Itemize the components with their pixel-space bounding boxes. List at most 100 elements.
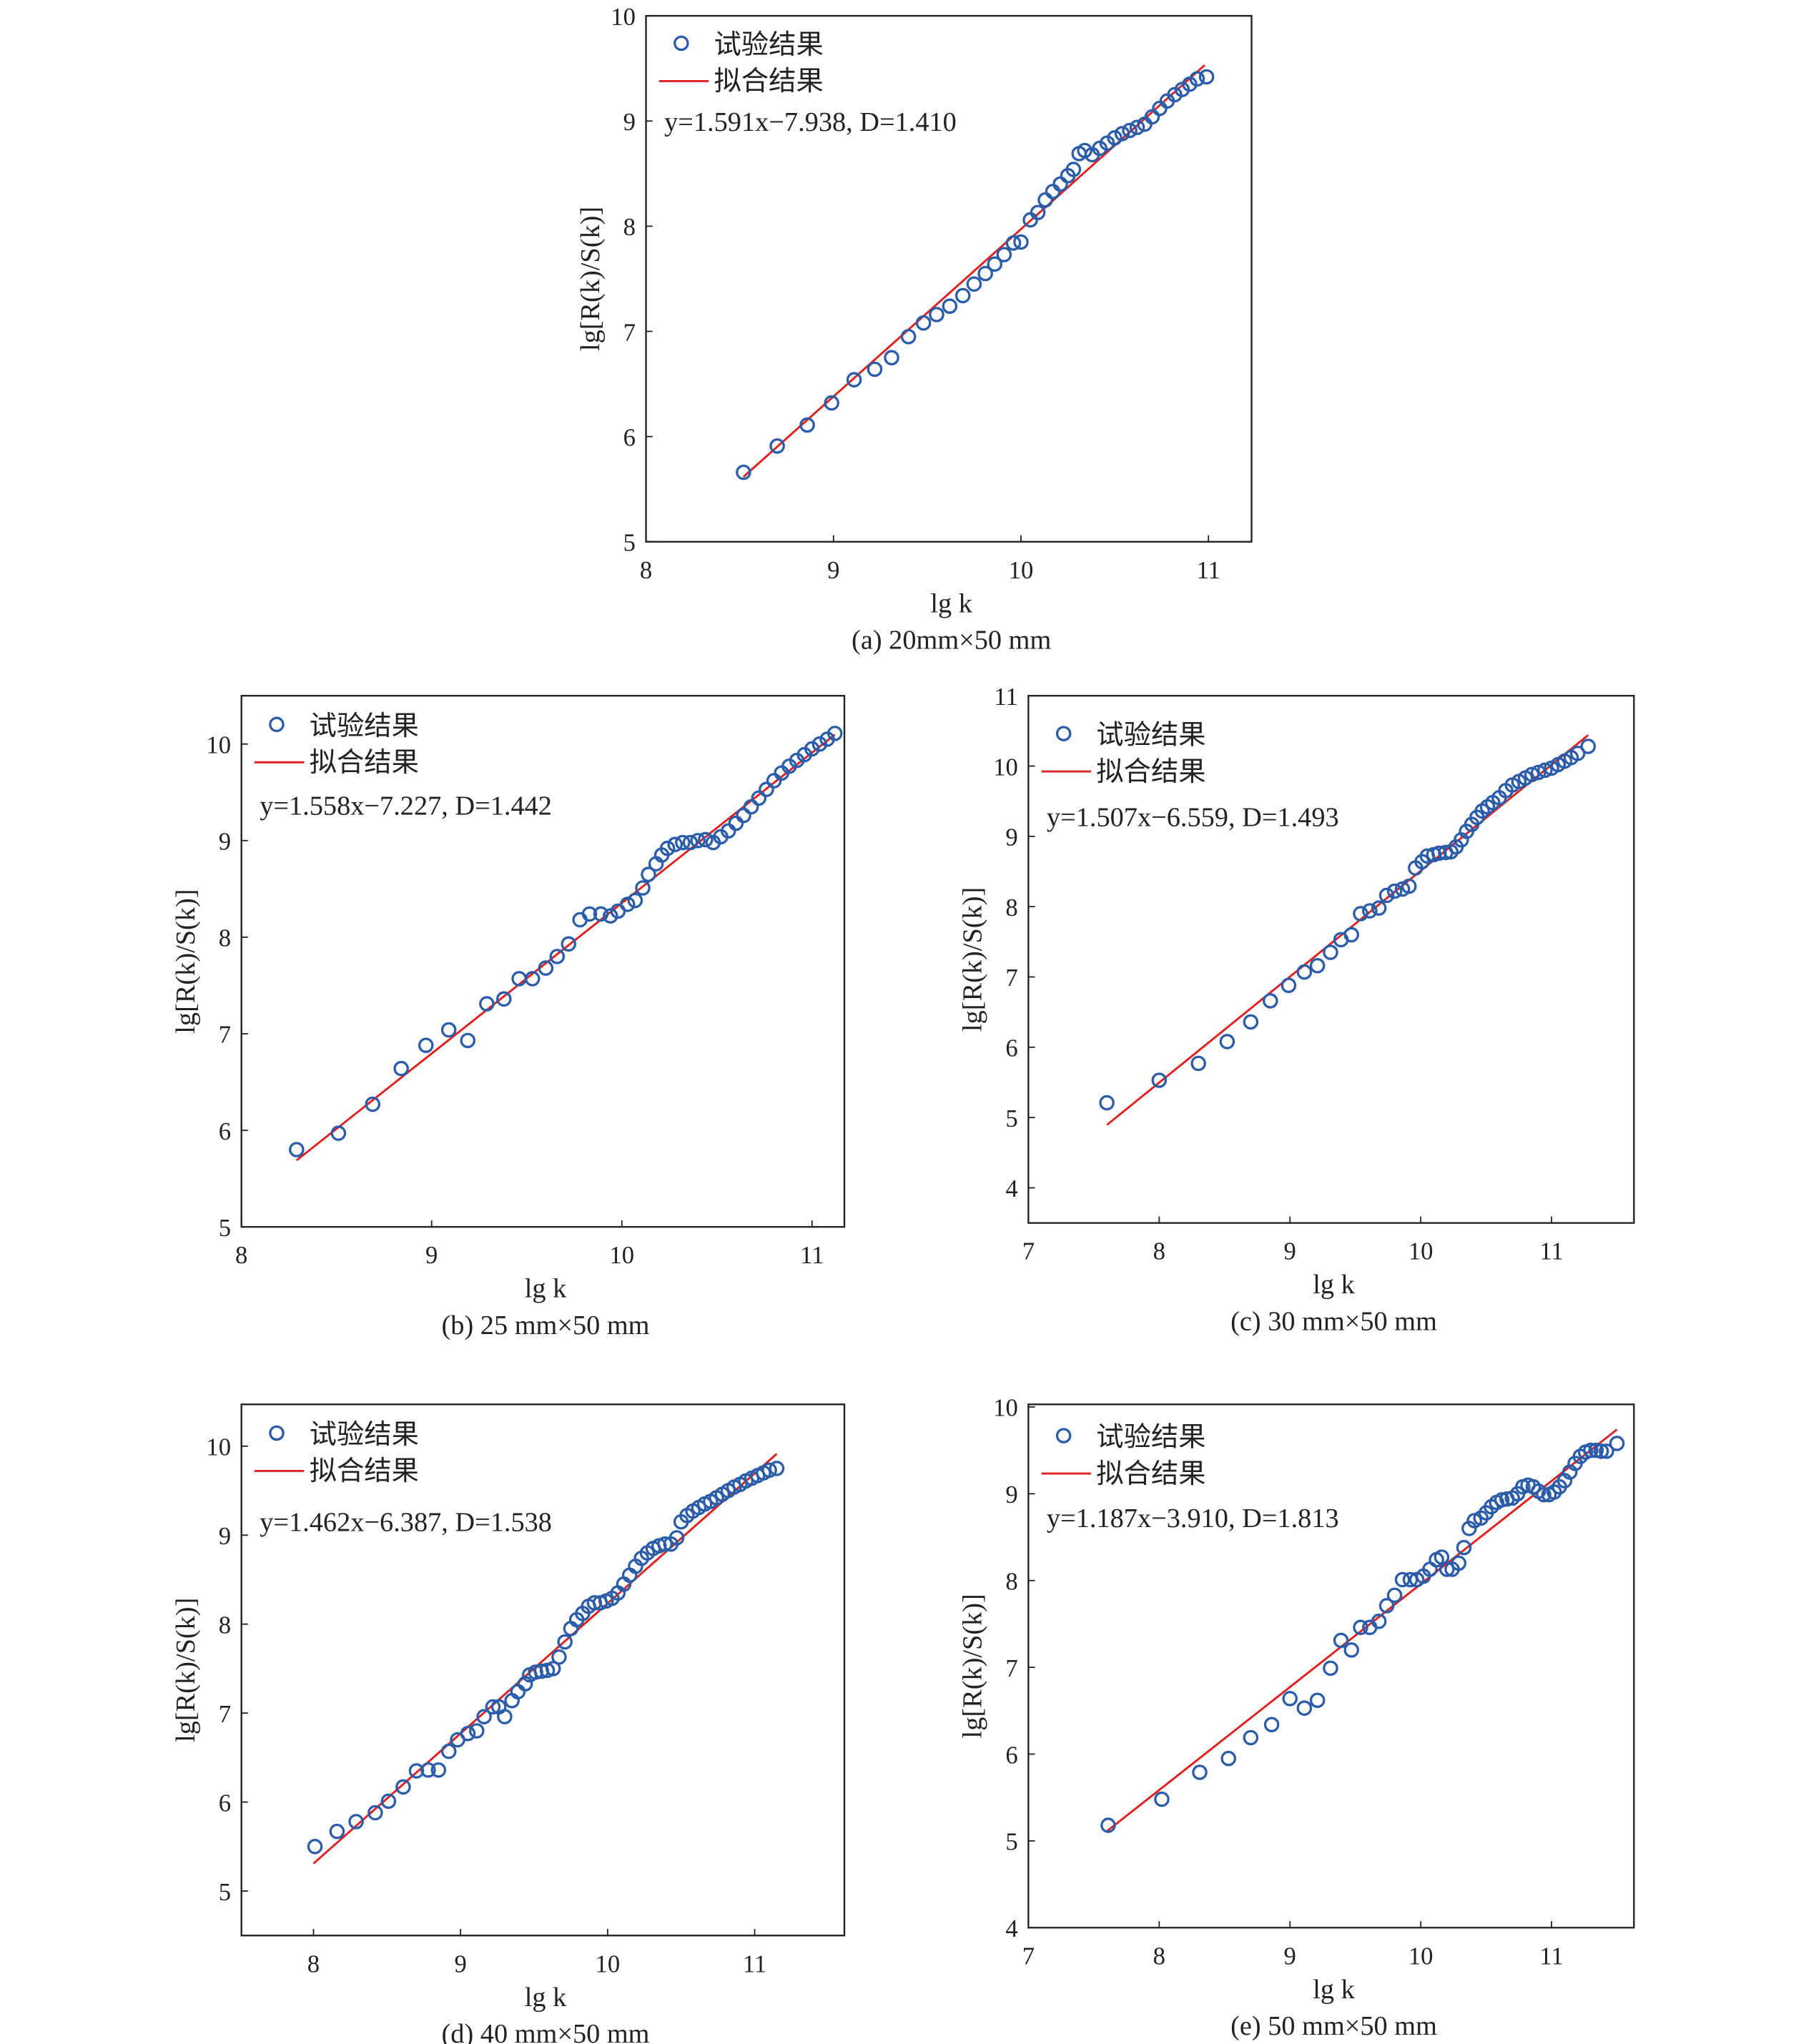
- x-tick-label: 10: [1408, 1238, 1434, 1265]
- data-point: [524, 971, 541, 987]
- legend-line-label: 拟合结果: [714, 66, 823, 97]
- data-point: [1343, 927, 1359, 943]
- data-point: [1353, 906, 1368, 922]
- data-point: [380, 1793, 397, 1810]
- panel-caption: (a) 20mm×50 mm: [852, 625, 1051, 655]
- y-tick-label: 9: [1005, 1481, 1017, 1509]
- x-tick-label: 8: [1153, 1238, 1165, 1265]
- data-point: [348, 1814, 364, 1830]
- y-tick-label: 7: [1005, 1654, 1017, 1682]
- x-tick-label: 9: [425, 1241, 438, 1269]
- data-point: [1005, 235, 1022, 251]
- legend-line-label: 拟合结果: [1096, 1459, 1205, 1489]
- data-point: [538, 960, 554, 976]
- data-point: [440, 1022, 457, 1038]
- fit-equation: y=1.591x−7.938, D=1.410: [664, 107, 957, 137]
- y-tick-label: 9: [219, 828, 231, 856]
- data-point: [751, 790, 767, 806]
- data-point: [1569, 746, 1586, 761]
- data-point: [460, 1725, 476, 1742]
- data-point: [418, 1037, 434, 1053]
- data-point: [1386, 1587, 1403, 1604]
- data-point: [551, 1649, 567, 1665]
- data-point: [1107, 130, 1122, 146]
- data-point: [915, 315, 932, 331]
- data-point: [811, 736, 828, 752]
- plot-frame: [645, 14, 1253, 543]
- y-tick-label: 8: [1005, 1568, 1017, 1596]
- data-point: [367, 1804, 383, 1821]
- legend-marker-icon: [1055, 726, 1072, 741]
- data-point: [657, 1536, 673, 1552]
- fit-equation: y=1.187x−3.910, D=1.813: [1047, 1504, 1339, 1534]
- data-point: [659, 840, 676, 856]
- data-point: [1333, 1632, 1349, 1649]
- data-point: [996, 247, 1012, 262]
- panel-caption: (e) 50 mm×50 mm: [1230, 2011, 1437, 2041]
- data-point: [1536, 1486, 1551, 1503]
- data-point: [1263, 1717, 1280, 1733]
- data-point: [1190, 1055, 1206, 1072]
- y-tick-label: 5: [219, 1878, 231, 1906]
- data-point: [1323, 1660, 1338, 1677]
- x-tick-label: 11: [800, 1241, 824, 1269]
- data-point: [440, 1743, 457, 1759]
- data-point: [1537, 762, 1553, 779]
- data-point: [900, 329, 917, 345]
- x-axis-label: lg k: [525, 1274, 567, 1304]
- data-point: [395, 1779, 411, 1795]
- fit-equation: y=1.558x−7.227, D=1.442: [260, 791, 552, 821]
- legend-marker-icon: [269, 1425, 285, 1441]
- data-point: [1154, 1791, 1170, 1807]
- data-point: [1263, 993, 1278, 1009]
- data-point: [408, 1763, 425, 1779]
- data-point: [769, 438, 785, 454]
- data-point: [485, 1699, 501, 1715]
- data-point: [1296, 1700, 1313, 1716]
- x-tick-label: 10: [609, 1241, 634, 1269]
- data-point: [1099, 1095, 1115, 1111]
- y-tick-label: 6: [1005, 1035, 1017, 1062]
- y-tick-label: 6: [1005, 1741, 1017, 1769]
- data-point: [736, 807, 751, 824]
- y-axis-label: lg[R(k)/S(k)]: [958, 1594, 988, 1738]
- data-point: [1343, 1642, 1359, 1658]
- plot-frame: [1027, 694, 1635, 1224]
- data-point: [476, 1709, 492, 1724]
- data-point: [1114, 126, 1130, 142]
- y-tick-label: 10: [993, 1394, 1018, 1422]
- y-tick-label: 9: [623, 108, 636, 136]
- data-point: [635, 880, 651, 896]
- x-tick-label: 11: [1197, 556, 1220, 584]
- x-tick-label: 8: [235, 1241, 247, 1269]
- y-tick-label: 7: [219, 1700, 231, 1728]
- data-point: [954, 287, 971, 304]
- panel-caption: (b) 25 mm×50 mm: [442, 1310, 650, 1341]
- y-tick-label: 8: [219, 924, 231, 952]
- data-point: [720, 823, 736, 839]
- data-point: [675, 834, 691, 851]
- data-point: [1144, 109, 1160, 125]
- data-point: [1189, 71, 1205, 87]
- x-tick-label: 7: [1022, 1942, 1035, 1970]
- data-point: [966, 276, 982, 292]
- data-point: [1599, 1443, 1614, 1459]
- y-tick-label: 6: [219, 1789, 231, 1817]
- y-axis-label: lg[R(k)/S(k)]: [171, 1598, 201, 1742]
- plot-frame: [240, 694, 846, 1228]
- data-point: [942, 298, 958, 314]
- legend-points-label: 试验结果: [1096, 1422, 1205, 1453]
- data-point: [1362, 903, 1378, 919]
- legend-points-label: 试验结果: [1096, 720, 1205, 751]
- x-tick-label: 10: [596, 1950, 621, 1978]
- data-point: [603, 908, 618, 924]
- data-point: [460, 1032, 476, 1049]
- plot-frame: [1027, 1403, 1635, 1929]
- data-point: [1151, 1072, 1168, 1088]
- data-point: [759, 781, 774, 797]
- data-point: [1593, 1443, 1609, 1459]
- x-tick-label: 9: [454, 1950, 466, 1978]
- data-point: [549, 949, 566, 964]
